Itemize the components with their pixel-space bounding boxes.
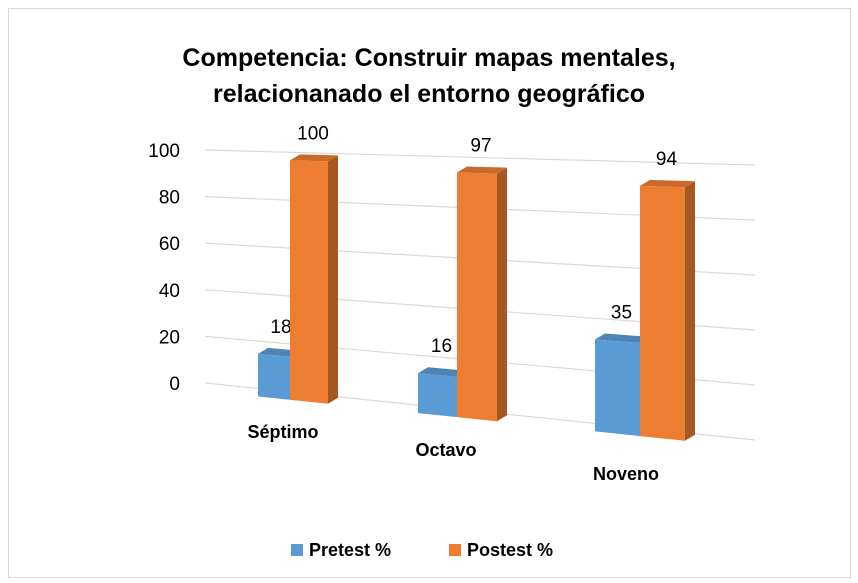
bar-front (457, 172, 497, 422)
data-label: 94 (656, 149, 678, 170)
bar-side (685, 181, 695, 441)
data-label: 18 (270, 317, 291, 338)
x-tick-label: Séptimo (247, 422, 318, 442)
legend-label: Postest % (467, 540, 553, 560)
bar-front (290, 160, 328, 404)
y-tick-label: 80 (159, 188, 180, 209)
x-tick-label: Noveno (593, 464, 659, 484)
bar (290, 154, 338, 404)
bar-front (595, 339, 640, 437)
y-tick-label: 40 (159, 281, 180, 302)
y-tick-label: 20 (159, 327, 180, 348)
grid-line (204, 149, 756, 166)
bar-top (640, 179, 695, 188)
bar-side (328, 155, 338, 404)
data-label: 16 (431, 336, 452, 357)
chart-border (8, 8, 851, 578)
y-tick-label: 100 (148, 141, 180, 162)
bar-top (457, 166, 507, 174)
bar-top (418, 367, 467, 377)
y-tick-label: 0 (169, 374, 180, 395)
data-label: 100 (297, 123, 329, 144)
bar-top (595, 333, 650, 343)
bar-top (290, 154, 338, 162)
bar (640, 179, 695, 441)
bar (457, 166, 507, 422)
legend-label: Pretest % (309, 540, 391, 560)
bar-front (640, 185, 685, 441)
bar-side (497, 167, 507, 422)
x-tick-label: Octavo (415, 440, 476, 460)
data-label: 35 (611, 302, 632, 323)
y-tick-label: 60 (159, 234, 180, 255)
legend-swatch (291, 544, 303, 556)
bar-front (258, 353, 296, 401)
legend-swatch (449, 544, 461, 556)
chart-title: Competencia: Construir mapas mentales, r… (182, 44, 676, 108)
data-label: 97 (470, 135, 491, 156)
bar-front (418, 373, 457, 418)
